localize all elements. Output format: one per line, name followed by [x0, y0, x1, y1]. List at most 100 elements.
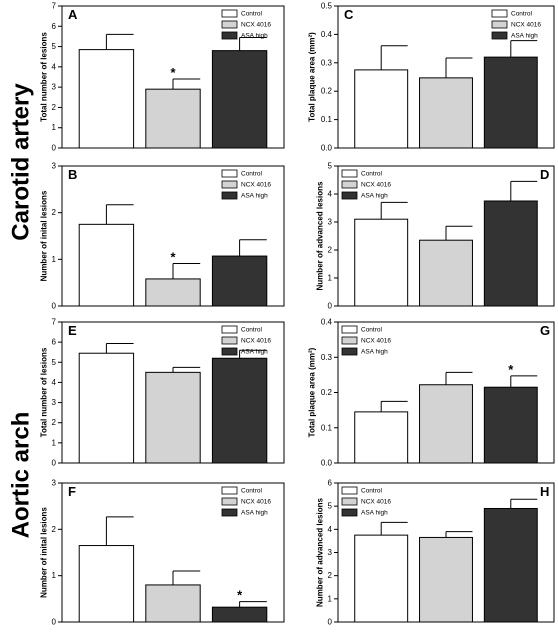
y-tick-label: 0 [52, 302, 57, 311]
legend-swatch [221, 497, 238, 506]
bar [419, 77, 473, 149]
legend-swatch [221, 169, 238, 178]
bar [354, 411, 409, 464]
y-tick-label: 0.3 [321, 58, 333, 67]
y-tick-label: 3 [52, 83, 57, 92]
y-tick-label: 0.4 [321, 30, 333, 39]
legend-swatch [341, 325, 358, 334]
y-tick-label: 4 [328, 190, 333, 199]
y-tick-label: 0.5 [321, 2, 333, 11]
y-axis-label: Number of inital lesions [40, 190, 49, 281]
legend-swatch [341, 508, 358, 517]
y-tick-label: 0.2 [321, 87, 333, 96]
bar [483, 200, 538, 307]
bar [78, 545, 135, 623]
legend-swatch [221, 9, 238, 18]
y-tick-label: 0.4 [321, 318, 333, 327]
legend-swatch [221, 508, 238, 517]
bar [211, 357, 268, 464]
panel-letter: B [68, 167, 77, 182]
y-tick-label: 7 [52, 2, 57, 11]
y-axis-label: Total plaque area (mm²) [308, 32, 317, 122]
panels: 0 1 2 3 4 5 6 7 Total number of lesions A * Control… [40, 2, 555, 627]
significance-star: * [170, 250, 176, 265]
panel-b: 0 1 2 3 Number of inital lesions B * Control NCX… [40, 162, 285, 311]
y-tick-label: 0.1 [321, 423, 333, 432]
y-tick-label: 6 [328, 479, 333, 488]
y-tick-label: 2 [52, 525, 57, 534]
legend-swatch [491, 20, 508, 29]
legend-label: NCX 4016 [241, 338, 271, 345]
legend-swatch [221, 347, 238, 356]
legend-swatch [221, 191, 238, 200]
legend-label: ASA high [361, 193, 388, 200]
y-tick-label: 6 [52, 338, 57, 347]
legend-label: ASA high [241, 349, 268, 356]
legend-swatch [221, 486, 238, 495]
legend-label: ASA high [511, 33, 538, 40]
legend-swatch [221, 31, 238, 40]
legend-swatch [221, 336, 238, 345]
bar [354, 534, 409, 623]
y-tick-label: 3 [52, 479, 57, 488]
panel-f: 0 1 2 3 Number of inital lesions F * Control NCX… [40, 479, 285, 627]
legend-label: ASA high [241, 33, 268, 40]
bar [483, 56, 538, 149]
legend-label: NCX 4016 [241, 182, 271, 189]
legend-label: Control [361, 327, 383, 334]
legend-label: ASA high [361, 349, 388, 356]
row-label-aortic-arch: Aortic arch [8, 412, 35, 539]
panel-c: 0.0 0.1 0.2 0.3 0.4 0.5 Total plaque area (mm²… [308, 2, 555, 153]
legend-label: ASA high [241, 193, 268, 200]
y-tick-label: 1 [52, 255, 57, 264]
y-tick-label: 0.0 [321, 459, 333, 468]
bar [145, 88, 201, 149]
y-axis-label: Total plaque area (mm²) [308, 347, 317, 437]
y-tick-label: 5 [52, 42, 57, 51]
legend-label: Control [241, 488, 263, 495]
y-tick-label: 2 [328, 571, 333, 580]
y-tick-label: 5 [52, 358, 57, 367]
panel-letter: E [68, 323, 77, 338]
y-axis-label: Number of advanced lesions [316, 181, 325, 290]
legend-swatch [341, 486, 358, 495]
bar [211, 50, 268, 149]
legend-swatch [341, 497, 358, 506]
panel-g: 0.0 0.1 0.2 0.3 0.4 Total plaque area (mm²) G *… [308, 318, 555, 468]
y-tick-label: 0.1 [321, 115, 333, 124]
legend-label: Control [361, 488, 383, 495]
legend-swatch [491, 9, 508, 18]
bar [354, 69, 409, 149]
legend-swatch [491, 31, 508, 40]
y-tick-label: 0.3 [321, 353, 333, 362]
bar [483, 386, 538, 464]
y-tick-label: 1 [52, 571, 57, 580]
panel-letter: D [540, 167, 549, 182]
legend-swatch [341, 336, 358, 345]
legend-label: NCX 4016 [511, 22, 541, 29]
bar [145, 584, 201, 623]
significance-star: * [508, 362, 514, 377]
legend-label: Control [361, 171, 383, 178]
bar [419, 384, 473, 464]
panel-letter: A [68, 7, 78, 22]
bar [78, 49, 135, 149]
legend-label: NCX 4016 [241, 499, 271, 506]
panel-letter: G [540, 323, 550, 338]
legend-swatch [341, 180, 358, 189]
legend-label: Control [241, 171, 263, 178]
y-tick-label: 5 [328, 502, 333, 511]
legend-label: Control [241, 11, 263, 18]
y-axis-label: Number of inital lesions [40, 507, 49, 598]
y-tick-label: 1 [328, 274, 333, 283]
bar [419, 239, 473, 307]
legend-label: NCX 4016 [361, 182, 391, 189]
y-tick-label: 2 [52, 418, 57, 427]
y-tick-label: 0.2 [321, 388, 333, 397]
significance-star: * [170, 65, 176, 80]
legend-label: Control [241, 327, 263, 334]
bar [145, 371, 201, 464]
